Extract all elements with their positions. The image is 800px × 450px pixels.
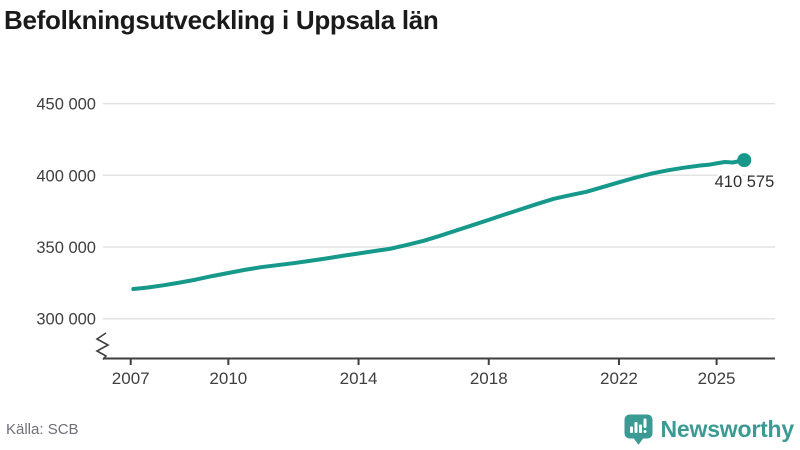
x-axis-tick-label: 2007	[112, 369, 150, 388]
footer: Källa: SCB Newsworthy	[0, 413, 800, 446]
y-axis-tick-label: 400 000	[36, 167, 96, 185]
newsworthy-bubble-chart-icon	[624, 414, 653, 445]
chart-title: Befolkningsutveckling i Uppsala län	[4, 5, 439, 35]
x-axis-tick-label: 2022	[600, 369, 638, 388]
newsworthy-wordmark: Newsworthy	[660, 416, 795, 442]
x-axis-tick-label: 2025	[698, 369, 736, 388]
population-line-series	[131, 158, 747, 291]
y-axis-tick-label: 450 000	[36, 96, 96, 114]
endpoint-marker	[737, 153, 752, 168]
y-axis-tick-label: 350 000	[36, 239, 96, 257]
x-axis-tick-label: 2018	[470, 369, 508, 388]
source-note: Källa: SCB	[6, 421, 79, 438]
axis-break-icon	[95, 332, 110, 361]
y-axis-tick-label: 300 000	[36, 311, 96, 329]
endpoint-value-label: 410 575	[715, 173, 775, 191]
x-axis-tick-label: 2014	[340, 369, 378, 388]
newsworthy-logo: Newsworthy	[623, 413, 794, 446]
x-axis-tick-label: 2010	[209, 369, 247, 388]
